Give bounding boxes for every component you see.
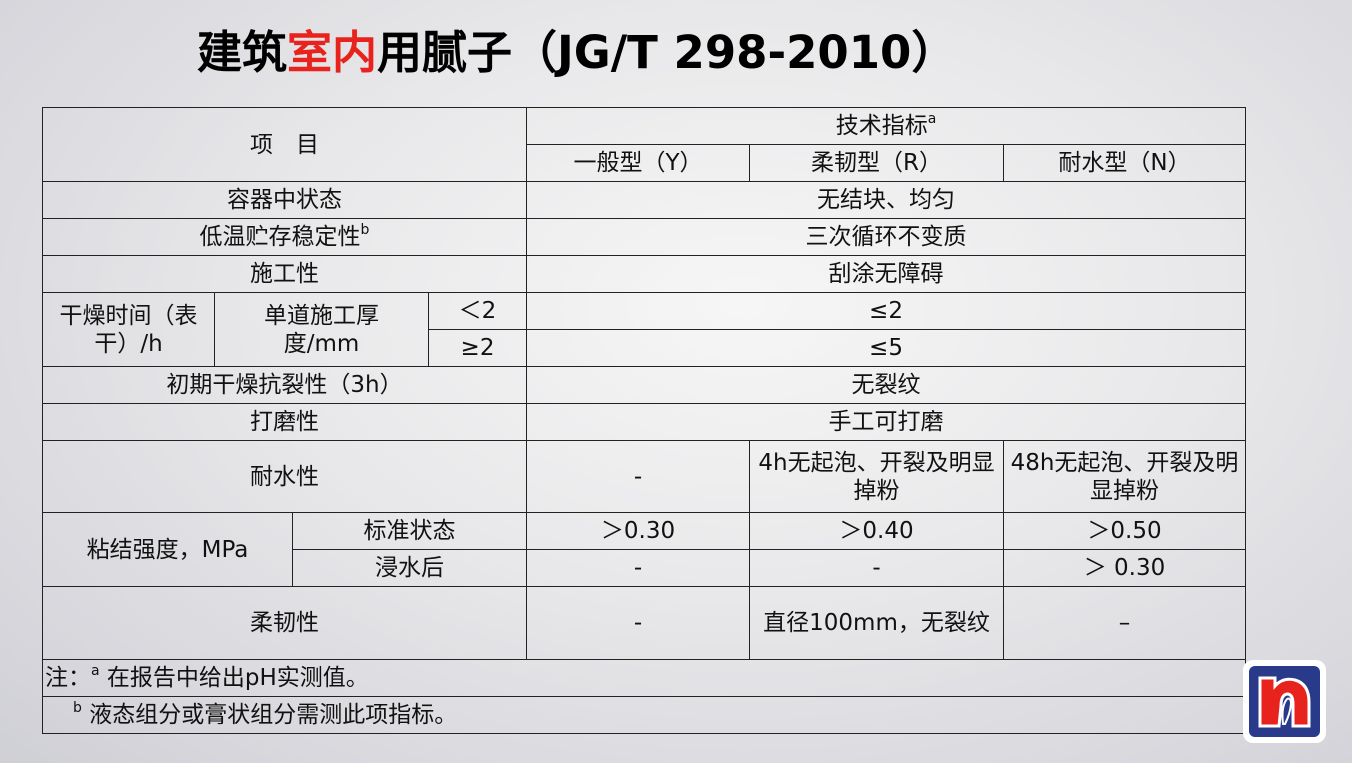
note-text: 液态组分或膏状组分需测此项指标。 xyxy=(89,702,458,728)
table-row: 一般型（Y） 柔韧型（R） 耐水型（N） xyxy=(43,144,1247,182)
row-value: - xyxy=(526,586,750,660)
row-label: 低温贮存稳定性b xyxy=(42,218,527,256)
footnote-mark: b xyxy=(360,222,370,238)
row-label: 柔韧性 xyxy=(42,586,527,660)
row-sub: 浸水后 xyxy=(292,549,527,587)
row-label-text: 低温贮存稳定性 xyxy=(199,224,361,250)
footnote-mark: a xyxy=(927,111,937,127)
row-label: 粘结强度，MPa xyxy=(42,512,293,587)
table-row: 干燥时间（表干）/h 单道施工厚度/mm ＜2 ≤2 xyxy=(42,292,1247,367)
brand-logo xyxy=(1243,660,1326,743)
row-label: 施工性 xyxy=(42,255,527,293)
header-item: 项 目 xyxy=(42,107,527,182)
page-title: 建筑室内用腻子（JG/T 298-2010） xyxy=(197,16,956,81)
logo-background xyxy=(1249,666,1320,737)
row-value: 三次循环不变质 xyxy=(525,218,1247,256)
row-value: – xyxy=(1002,586,1247,660)
row-value: 直径100mm，无裂纹 xyxy=(749,586,1004,660)
note-text: 在报告中给出pH实测值。 xyxy=(106,665,369,691)
row-value: ＞0.30 xyxy=(526,512,750,550)
row-value: - xyxy=(526,549,750,587)
row-sub: ＜2 xyxy=(428,292,527,330)
row-sublabel: 单道施工厚度/mm xyxy=(214,292,429,367)
table-row: 耐水性 - 4h无起泡、开裂及明显掉粉 48h无起泡、开裂及明显掉粉 xyxy=(42,440,1247,513)
header-type: 一般型（Y） xyxy=(526,144,750,182)
row-value: ＞0.50 xyxy=(1002,512,1247,550)
row-value: ＞ 0.30 xyxy=(1002,549,1247,587)
title-part: 用腻子（JG/T 298-2010） xyxy=(377,26,957,79)
row-label: 打磨性 xyxy=(42,403,527,441)
row-sub: 标准状态 xyxy=(292,512,527,550)
logo-n-icon xyxy=(1258,676,1311,728)
table-row: 初期干燥抗裂性（3h） 无裂纹 xyxy=(42,366,1247,404)
table-row: 注：a 在报告中给出pH实测值。 xyxy=(41,659,1247,697)
row-value: 刮涂无障碍 xyxy=(525,255,1247,293)
note-a: 注：a 在报告中给出pH实测值。 xyxy=(41,659,1247,697)
row-label: 容器中状态 xyxy=(42,181,527,219)
row-value: - xyxy=(526,440,750,513)
spec-table: 项 目 技术指标a 一般型（Y） 柔韧型（R） 耐水型（N） 容器中状态 无结块… xyxy=(41,107,1247,734)
header-tech-label: 技术指标 xyxy=(835,113,928,139)
title-highlight: 室内 xyxy=(287,26,378,79)
note-b: b 液态组分或膏状组分需测此项指标。 xyxy=(41,696,1247,734)
table-row: 打磨性 手工可打磨 xyxy=(42,403,1247,441)
row-value: 48h无起泡、开裂及明显掉粉 xyxy=(1002,440,1247,513)
row-label: 干燥时间（表干）/h xyxy=(42,292,215,367)
row-value: 无裂纹 xyxy=(525,366,1247,404)
row-value: ＞0.40 xyxy=(749,512,1004,550)
row-label: 初期干燥抗裂性（3h） xyxy=(42,366,527,404)
row-sub: ≥2 xyxy=(428,329,527,367)
row-value: 4h无起泡、开裂及明显掉粉 xyxy=(749,440,1004,513)
row-value: 无结块、均匀 xyxy=(525,181,1247,219)
title-part: 建筑 xyxy=(197,26,288,79)
table-row: 柔韧性 - 直径100mm，无裂纹 – xyxy=(42,586,1247,660)
table-row: 容器中状态 无结块、均匀 xyxy=(42,181,1247,219)
footnote-mark: a xyxy=(91,663,100,679)
row-value: - xyxy=(749,549,1004,587)
table-row: b 液态组分或膏状组分需测此项指标。 xyxy=(41,696,1247,734)
header-type: 耐水型（N） xyxy=(1002,144,1247,182)
row-value: 手工可打磨 xyxy=(525,403,1247,441)
table-row: 项 目 技术指标a xyxy=(42,107,1247,182)
row-value: ≤2 xyxy=(525,292,1247,330)
header-tech: 技术指标a xyxy=(525,107,1247,145)
row-value: ≤5 xyxy=(525,329,1247,367)
note-prefix: 注： xyxy=(45,665,91,691)
table-row: 低温贮存稳定性b 三次循环不变质 xyxy=(42,218,1247,256)
table-row: 施工性 刮涂无障碍 xyxy=(42,255,1247,293)
footnote-mark: b xyxy=(73,700,82,716)
header-type: 柔韧型（R） xyxy=(749,144,1004,182)
row-label: 耐水性 xyxy=(42,440,527,513)
table-row: 粘结强度，MPa 标准状态 ＞0.30 ＞0.40 ＞0.50 xyxy=(42,512,1247,587)
